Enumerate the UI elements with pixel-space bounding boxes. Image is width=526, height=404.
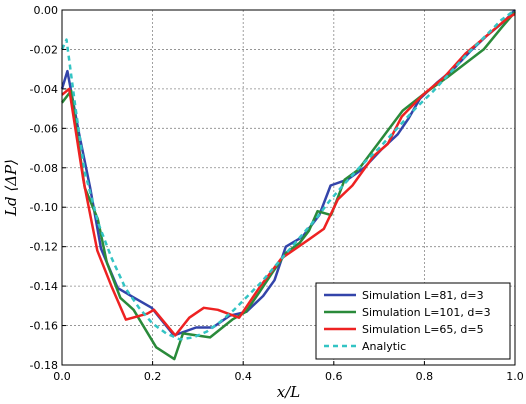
legend-entry: Analytic [362,340,406,353]
y-tick-label: -0.12 [30,241,58,254]
axis-ticks: 0.0 0.2 0.4 0.6 0.8 1.0 0.00 -0.02 -0.04 -0.06 -0.… [30,4,524,383]
y-tick-label: -0.14 [30,280,58,293]
plot-frame [61,9,516,366]
legend-entry: Simulation L=101, d=3 [362,306,491,319]
y-tick-label: 0.00 [34,4,59,17]
y-tick-label: -0.06 [30,122,58,135]
y-tick-label: -0.02 [30,43,58,56]
series-group [60,8,516,361]
legend-entry: Simulation L=65, d=5 [362,323,484,336]
y-tick-label: -0.08 [30,162,58,175]
x-tick-label: 0.8 [416,370,434,383]
x-tick-label: 1.0 [506,370,524,383]
x-tick-label: 0.6 [325,370,343,383]
y-tick-label: -0.04 [30,83,58,96]
legend: Simulation L=81, d=3 Simulation L=101, d=… [315,282,511,360]
x-axis-label: x/L [277,383,301,401]
series-line-4 [60,8,516,341]
y-tick-label: -0.18 [30,359,58,372]
legend-entry: Simulation L=81, d=3 [362,289,484,302]
y-tick-label: -0.10 [30,201,58,214]
x-tick-label: 0.0 [53,370,71,383]
y-tick-label: -0.16 [30,320,58,333]
x-tick-label: 0.2 [144,370,162,383]
y-axis-label: Ld ⟨ΔP⟩ [2,159,20,217]
x-tick-label: 0.4 [234,370,252,383]
